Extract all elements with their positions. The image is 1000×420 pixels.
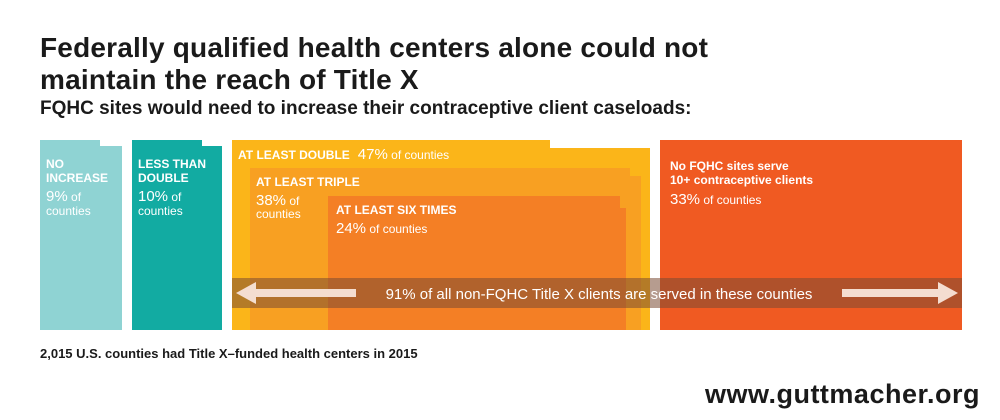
less-than-double-pct-line: 10% of [138,188,182,205]
at-least-triple-pct: 38% [256,192,286,209]
no-fqhc-pct: 33% [670,191,700,208]
chart-subtitle: FQHC sites would need to increase their … [40,98,692,119]
at-least-triple-counties: counties [256,207,301,221]
no-fqhc-label-line1: No FQHC sites serve [670,159,789,173]
less-than-double-label-line2: DOUBLE [138,171,189,185]
chart-title: Federally qualified health centers alone… [40,32,709,95]
bar-less-than-double [132,140,222,330]
less-than-double-label-line1: LESS THAN [138,157,206,171]
footnote: 2,015 U.S. counties had Title X–funded h… [40,346,418,361]
arrow-annotation: 91% of all non-FQHC Title X clients are … [386,286,813,303]
at-least-six-label: AT LEAST SIX TIMES [336,203,456,217]
at-least-triple-label: AT LEAST TRIPLE [256,175,360,189]
no-fqhc-suffix: of counties [700,193,761,207]
at-least-double-pct: 47% [358,146,388,163]
no-increase-pct-suffix: of [68,190,82,204]
at-least-double-line: AT LEAST DOUBLE 47% of counties [238,146,449,163]
less-than-double-pct: 10% [138,188,168,205]
no-increase-label-line1: NO [46,157,64,171]
no-fqhc-label-line2: 10+ contraceptive clients [670,173,813,187]
no-increase-counties: counties [46,204,91,218]
at-least-triple-pct-line: 38% of [256,192,300,209]
no-fqhc-pct-line: 33% of counties [670,191,761,208]
at-least-triple-pct-suffix: of [286,194,300,208]
at-least-six-pct: 24% [336,220,366,237]
at-least-double-suffix: of counties [388,148,449,162]
no-increase-pct-line: 9% of [46,188,82,205]
less-than-double-pct-suffix: of [168,190,182,204]
source-url: www.guttmacher.org [704,379,980,409]
bar-no-increase [40,140,122,330]
no-increase-pct: 9% [46,188,68,205]
no-increase-label-line2: INCREASE [46,171,108,185]
at-least-six-suffix: of counties [366,222,427,236]
at-least-double-label: AT LEAST DOUBLE [238,148,350,162]
at-least-six-pct-line: 24% of counties [336,220,427,237]
less-than-double-counties: counties [138,204,183,218]
